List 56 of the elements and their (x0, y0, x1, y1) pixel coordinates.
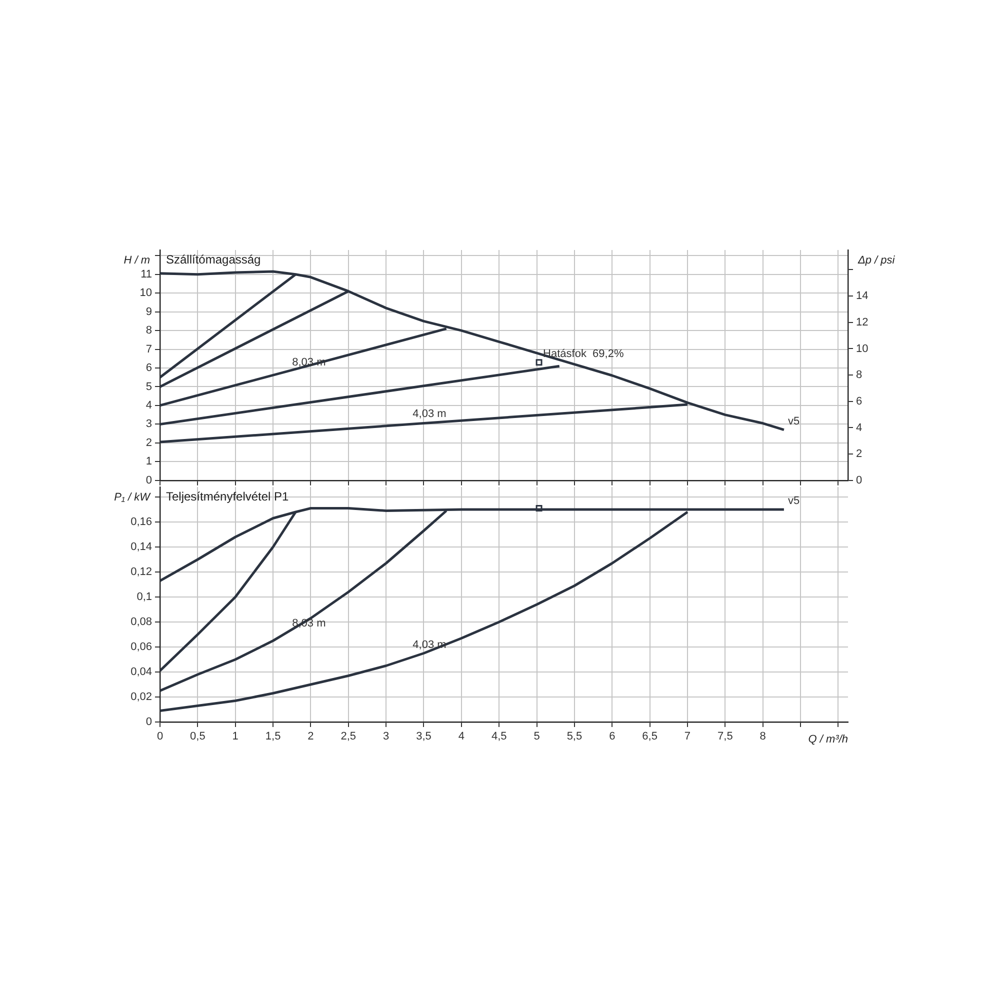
y2-tick-label: 12 (856, 316, 868, 328)
annotation: v5 (788, 495, 800, 508)
y-tick-label: 0,1 (136, 591, 152, 604)
x-tick-label: 2 (308, 730, 314, 743)
y-tick-label: 7 (146, 343, 152, 356)
y-tick-label: 0,06 (130, 641, 152, 654)
x-tick-label: 5 (534, 730, 540, 743)
y2-tick-label: 14 (856, 290, 868, 302)
chart-title: Teljesítményfelvétel P1 (166, 489, 290, 504)
y2-tick-label: 2 (856, 448, 862, 460)
x-tick-label: 1,5 (265, 730, 281, 743)
x-tick-label: 8 (760, 730, 766, 743)
y-tick-label: 0,14 (130, 541, 152, 554)
x-tick-label: 6,5 (642, 730, 658, 743)
x-tick-label: 0,5 (190, 730, 206, 743)
x-tick-label: 3,5 (416, 730, 432, 743)
x-axis-title: Q / m³/h (808, 734, 848, 746)
x-tick-label: 4 (458, 730, 464, 743)
annotation: Hatásfok 69,2% (543, 348, 624, 360)
x-tick-label: 7,5 (718, 730, 733, 743)
x-tick-label: 7 (684, 730, 691, 743)
y-tick-label: 0,08 (130, 616, 152, 628)
y-axis-title: P₁ / kW (114, 492, 152, 504)
x-tick-label: 4,5 (491, 730, 507, 743)
y-tick-label: 6 (146, 362, 152, 374)
y-axis-title: H / m (124, 254, 150, 267)
y-tick-label: 8 (146, 324, 152, 337)
y-tick-label: 10 (140, 287, 152, 300)
y-tick-label: 0,02 (130, 691, 152, 704)
y-tick-label: 11 (140, 268, 152, 280)
y-tick-label: 0,12 (130, 566, 152, 578)
x-tick-label: 5,5 (566, 730, 582, 743)
y-tick-label: 0,16 (130, 516, 152, 528)
y-tick-label: 5 (146, 380, 152, 393)
y-tick-label: 0 (146, 716, 152, 728)
annotation: v5 (788, 415, 800, 428)
x-tick-label: 3 (383, 730, 390, 743)
y2-tick-label: 6 (856, 395, 862, 408)
y-tick-label: 0 (146, 474, 152, 486)
x-tick-label: 6 (609, 730, 616, 743)
x-tick-label: 0 (156, 730, 164, 743)
y2-tick-label: 4 (856, 422, 862, 434)
y2-tick-label: 10 (856, 342, 868, 355)
y2-axis-title: Δp / psi (857, 254, 896, 267)
y-tick-label: 1 (146, 456, 152, 468)
chart-title: Szállítómagasság (166, 252, 261, 266)
y-tick-label: 9 (146, 306, 152, 318)
y2-tick-label: 8 (856, 369, 862, 382)
annotation: 4,03 m (412, 408, 446, 420)
y-tick-label: 0,04 (130, 666, 152, 678)
x-tick-label: 1 (232, 730, 238, 743)
y-tick-label: 3 (146, 418, 152, 430)
y-tick-label: 4 (146, 400, 152, 412)
x-tick-label: 2,5 (340, 730, 356, 743)
y2-tick-label: 0 (856, 474, 862, 486)
y-tick-label: 2 (146, 436, 152, 449)
